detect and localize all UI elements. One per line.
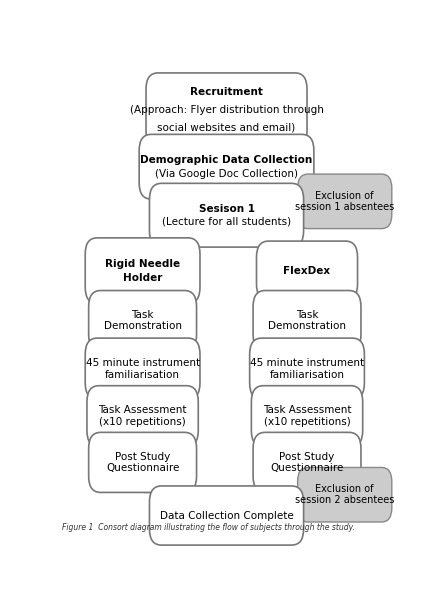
Text: session 2 absentees: session 2 absentees (295, 496, 394, 505)
FancyBboxPatch shape (87, 386, 198, 446)
Text: Questionnaire: Questionnaire (106, 463, 179, 473)
Text: Task Assessment: Task Assessment (99, 405, 187, 415)
FancyBboxPatch shape (89, 433, 197, 493)
Text: session 1 absentees: session 1 absentees (295, 202, 394, 212)
Text: Data Collection Complete: Data Collection Complete (160, 511, 293, 521)
Text: Exclusion of: Exclusion of (316, 191, 374, 201)
Text: Demographic Data Collection: Demographic Data Collection (141, 155, 312, 165)
Text: (x10 repetitions): (x10 repetitions) (99, 417, 186, 427)
FancyBboxPatch shape (149, 184, 304, 247)
Text: (x10 repetitions): (x10 repetitions) (263, 417, 351, 427)
Text: 45 minute instrument: 45 minute instrument (250, 358, 364, 368)
Text: 45 minute instrument: 45 minute instrument (86, 358, 200, 368)
FancyBboxPatch shape (85, 238, 200, 304)
Text: Exclusion of: Exclusion of (316, 484, 374, 494)
Text: Figure 1  Consort diagram illustrating the flow of subjects through the study.: Figure 1 Consort diagram illustrating th… (62, 523, 355, 532)
Text: Task Assessment: Task Assessment (263, 405, 351, 415)
FancyBboxPatch shape (253, 290, 361, 350)
Text: Task: Task (296, 310, 318, 320)
Text: Post Study: Post Study (279, 452, 335, 461)
FancyBboxPatch shape (253, 433, 361, 493)
FancyBboxPatch shape (297, 467, 392, 522)
Text: (Via Google Doc Collection): (Via Google Doc Collection) (155, 169, 298, 179)
Text: Post Study: Post Study (115, 452, 170, 461)
FancyBboxPatch shape (149, 486, 304, 545)
FancyBboxPatch shape (250, 338, 364, 399)
Text: familiarisation: familiarisation (270, 370, 344, 380)
FancyBboxPatch shape (297, 174, 392, 229)
FancyBboxPatch shape (85, 338, 200, 399)
Text: Task: Task (131, 310, 154, 320)
Text: Questionnaire: Questionnaire (271, 463, 344, 473)
FancyBboxPatch shape (256, 241, 358, 300)
Text: (Approach: Flyer distribution through: (Approach: Flyer distribution through (130, 105, 324, 115)
FancyBboxPatch shape (251, 386, 363, 446)
Text: Demonstration: Demonstration (103, 322, 182, 331)
Text: familiarisation: familiarisation (105, 370, 180, 380)
Text: Demonstration: Demonstration (268, 322, 346, 331)
Text: Holder: Holder (123, 272, 162, 283)
FancyBboxPatch shape (146, 73, 307, 147)
Text: (Lecture for all students): (Lecture for all students) (162, 217, 291, 227)
Text: Recruitment: Recruitment (190, 88, 263, 97)
Text: FlexDex: FlexDex (283, 266, 331, 275)
Text: Rigid Needle: Rigid Needle (105, 259, 180, 269)
FancyBboxPatch shape (89, 290, 197, 350)
Text: Sesison 1: Sesison 1 (198, 203, 255, 214)
FancyBboxPatch shape (139, 134, 314, 199)
Text: social websites and email): social websites and email) (157, 122, 296, 133)
